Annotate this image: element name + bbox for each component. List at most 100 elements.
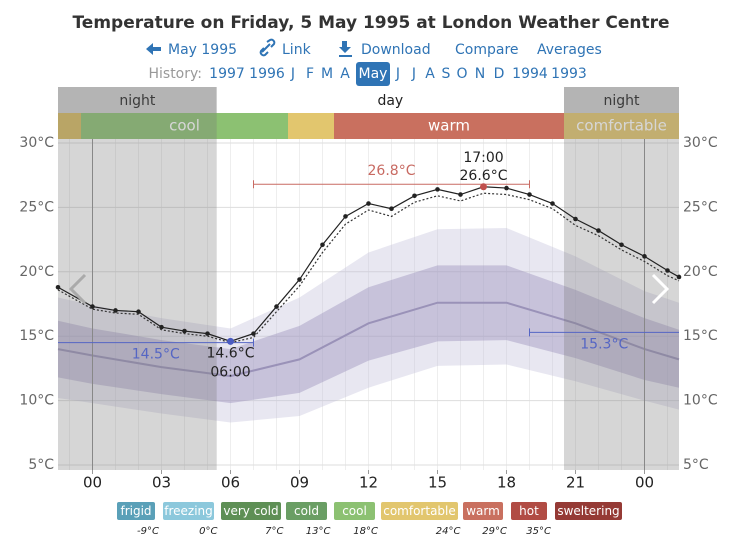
highlight-time: 06:00 [210, 364, 250, 380]
x-tick-label: 00 [635, 474, 654, 492]
comfort-label: comfortable [576, 117, 667, 135]
threshold-label: 0°C [199, 526, 217, 537]
temperature-point [366, 201, 371, 206]
legend-label: freezing [164, 504, 213, 518]
temperature-point [297, 277, 302, 282]
nav-link[interactable]: Averages [537, 42, 602, 58]
next-day-arrow[interactable] [651, 273, 670, 305]
temperature-point [435, 187, 440, 192]
history-link[interactable]: N [475, 66, 485, 82]
history-link[interactable]: O [456, 66, 467, 82]
night-shade [564, 87, 679, 470]
y-tick-label: 20°C [19, 264, 54, 280]
y-tick-label: 25°C [19, 199, 54, 215]
threshold-label: 7°C [265, 526, 283, 537]
legend-label: frigid [120, 504, 151, 518]
x-tick-label: 09 [290, 474, 309, 492]
x-tick-label: 03 [152, 474, 171, 492]
nav-link[interactable]: Download [361, 42, 431, 58]
history-link[interactable]: D [494, 66, 505, 82]
temperature-point [596, 228, 601, 233]
period-cell [58, 87, 217, 113]
page-title: Temperature on Friday, 5 May 1995 at Lon… [72, 13, 669, 33]
history-link[interactable]: 1997 [209, 66, 245, 82]
threshold-label: 18°C [353, 526, 378, 537]
plot: night day night cool warm comfortable 5°C 5°C 10… [19, 87, 718, 492]
temperature-point [113, 308, 118, 313]
legend-chip [117, 502, 155, 520]
history-link[interactable]: 1994 [512, 66, 548, 82]
y2-tick-label: 5°C [683, 457, 709, 473]
temperature-point [573, 216, 578, 222]
legend-label: warm [466, 504, 500, 518]
legend-label: cold [294, 504, 319, 518]
temperature-point [136, 309, 141, 315]
y2-tick-label: 30°C [683, 135, 718, 151]
legend-label: comfortable [383, 504, 456, 518]
x-tick-label: 06 [221, 474, 240, 492]
temperature-point [619, 242, 624, 248]
history-link[interactable]: A [340, 66, 350, 82]
nav-icons [146, 38, 352, 57]
temperature-point [642, 254, 647, 259]
inner-band [58, 265, 679, 404]
temperature-point [665, 268, 670, 273]
comfort-legend: frigid freezing very cold cold cool comfortab… [117, 502, 622, 537]
comfort-cell [564, 113, 679, 139]
threshold-label: 29°C [482, 526, 507, 537]
comfort-cell [288, 113, 334, 139]
temperature-point [389, 206, 394, 211]
history-active-bg [356, 62, 390, 86]
prev-day-arrow[interactable] [68, 273, 87, 305]
legend-chip [381, 502, 458, 520]
history-link[interactable]: 1996 [249, 66, 285, 82]
reference-label: 26.8°C [368, 163, 416, 179]
history-label: History: [148, 66, 202, 82]
nav-link[interactable]: Link [282, 42, 312, 58]
threshold-label: -9°C [137, 526, 159, 537]
temperature-line [57, 192, 680, 344]
temperature-point [274, 304, 279, 309]
back-arrow-icon [146, 43, 161, 55]
history-link[interactable]: A [425, 66, 435, 82]
temperature-point [159, 324, 164, 330]
history-link[interactable]: J [395, 66, 400, 82]
legend-chip [555, 502, 622, 520]
legend-chip [221, 502, 281, 520]
history-link[interactable]: J [290, 66, 295, 82]
temperature-point [504, 185, 509, 191]
nav-link[interactable]: May 1995 [168, 42, 237, 58]
history-link[interactable]: M [321, 66, 333, 82]
comfort-cell [58, 113, 81, 139]
temperature-point [251, 331, 256, 336]
legend-label: very cold [223, 504, 278, 518]
nav: May 1995 Link Download Compare Averages Histo… [148, 42, 602, 86]
reference-label: 15.3°C [580, 336, 628, 352]
highlight-point [227, 337, 234, 345]
x-tick-label: 00 [83, 474, 102, 492]
temperature-point [412, 193, 417, 199]
x-tick-label: 18 [497, 474, 516, 492]
y2-tick-label: 20°C [683, 264, 718, 280]
link-icon [259, 38, 276, 57]
history-link[interactable]: 1993 [551, 66, 587, 82]
history-link[interactable]: J [411, 66, 416, 82]
history-link[interactable]: S [442, 66, 451, 82]
temperature-point [343, 214, 348, 219]
temperature-line [57, 186, 680, 342]
legend-chip [163, 502, 214, 520]
temperature-point [320, 242, 325, 248]
nav-link[interactable]: Compare [455, 42, 519, 58]
threshold-label: 24°C [436, 526, 461, 537]
history-link[interactable]: May [359, 66, 388, 82]
download-icon [339, 41, 352, 57]
x-tick-label: 15 [428, 474, 447, 492]
highlight-label: 26.6°C [460, 168, 508, 184]
legend-chip [286, 502, 327, 520]
history-link[interactable]: F [306, 66, 314, 82]
period-label: day [377, 93, 403, 109]
y-tick-label: 30°C [19, 135, 54, 151]
temperature-point [527, 192, 532, 197]
legend-chip [511, 502, 547, 520]
